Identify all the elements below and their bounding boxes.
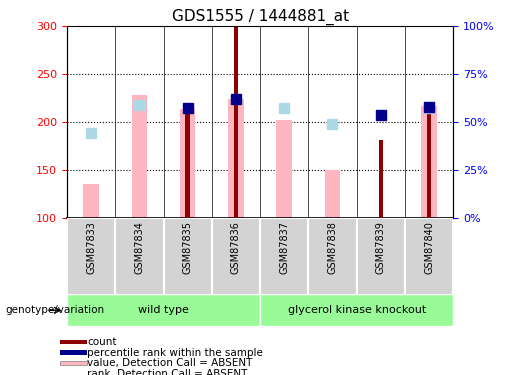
Text: wild type: wild type [138, 305, 189, 315]
FancyBboxPatch shape [163, 217, 212, 296]
Text: glycerol kinase knockout: glycerol kinase knockout [287, 305, 426, 315]
Bar [60, 350, 87, 355]
Bar [379, 140, 383, 218]
FancyBboxPatch shape [260, 294, 453, 326]
FancyBboxPatch shape [212, 217, 260, 296]
FancyBboxPatch shape [67, 217, 115, 296]
Text: GSM87839: GSM87839 [376, 221, 386, 274]
Text: GSM87840: GSM87840 [424, 221, 434, 274]
Bar [427, 106, 431, 218]
Bar [83, 184, 99, 218]
Bar [228, 99, 244, 218]
Text: percentile rank within the sample: percentile rank within the sample [87, 348, 263, 357]
FancyBboxPatch shape [356, 217, 405, 296]
Bar [132, 95, 147, 218]
Bar [60, 340, 87, 344]
Bar [234, 26, 238, 218]
Bar [277, 120, 292, 218]
FancyBboxPatch shape [308, 217, 356, 296]
Bar [185, 110, 190, 218]
FancyBboxPatch shape [260, 217, 308, 296]
Bar [325, 170, 340, 217]
Text: genotype/variation: genotype/variation [5, 305, 104, 315]
FancyBboxPatch shape [405, 217, 453, 296]
Bar [60, 371, 87, 375]
Text: GSM87836: GSM87836 [231, 221, 241, 274]
Text: rank, Detection Call = ABSENT: rank, Detection Call = ABSENT [87, 369, 248, 375]
Text: GSM87838: GSM87838 [328, 221, 337, 274]
Text: GSM87833: GSM87833 [86, 221, 96, 274]
Text: GSM87835: GSM87835 [183, 221, 193, 274]
Bar [421, 106, 437, 218]
Text: GSM87834: GSM87834 [134, 221, 144, 274]
Bar [180, 110, 195, 218]
Bar [60, 361, 87, 365]
Title: GDS1555 / 1444881_at: GDS1555 / 1444881_at [171, 9, 349, 25]
FancyBboxPatch shape [67, 294, 260, 326]
FancyBboxPatch shape [115, 217, 163, 296]
Text: value, Detection Call = ABSENT: value, Detection Call = ABSENT [87, 358, 252, 368]
Text: GSM87837: GSM87837 [279, 221, 289, 274]
Text: count: count [87, 337, 116, 347]
